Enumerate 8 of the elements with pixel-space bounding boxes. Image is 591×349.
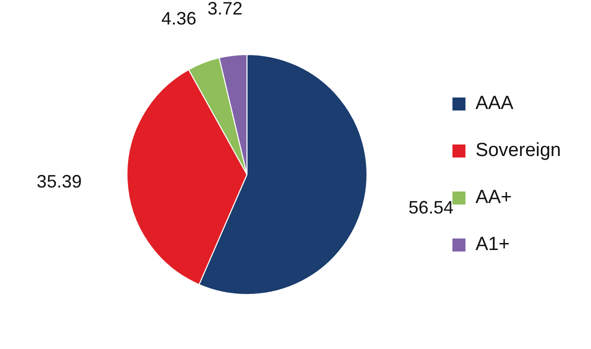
data-label: 3.72 bbox=[208, 0, 243, 19]
legend-label: A1+ bbox=[475, 234, 510, 256]
legend-label: Sovereign bbox=[475, 140, 562, 162]
legend-label: AAA bbox=[475, 93, 514, 114]
data-label: 4.36 bbox=[161, 8, 196, 29]
data-label: 35.39 bbox=[36, 172, 82, 192]
legend-label: AA+ bbox=[475, 187, 512, 208]
data-label: 56.54 bbox=[408, 197, 454, 218]
